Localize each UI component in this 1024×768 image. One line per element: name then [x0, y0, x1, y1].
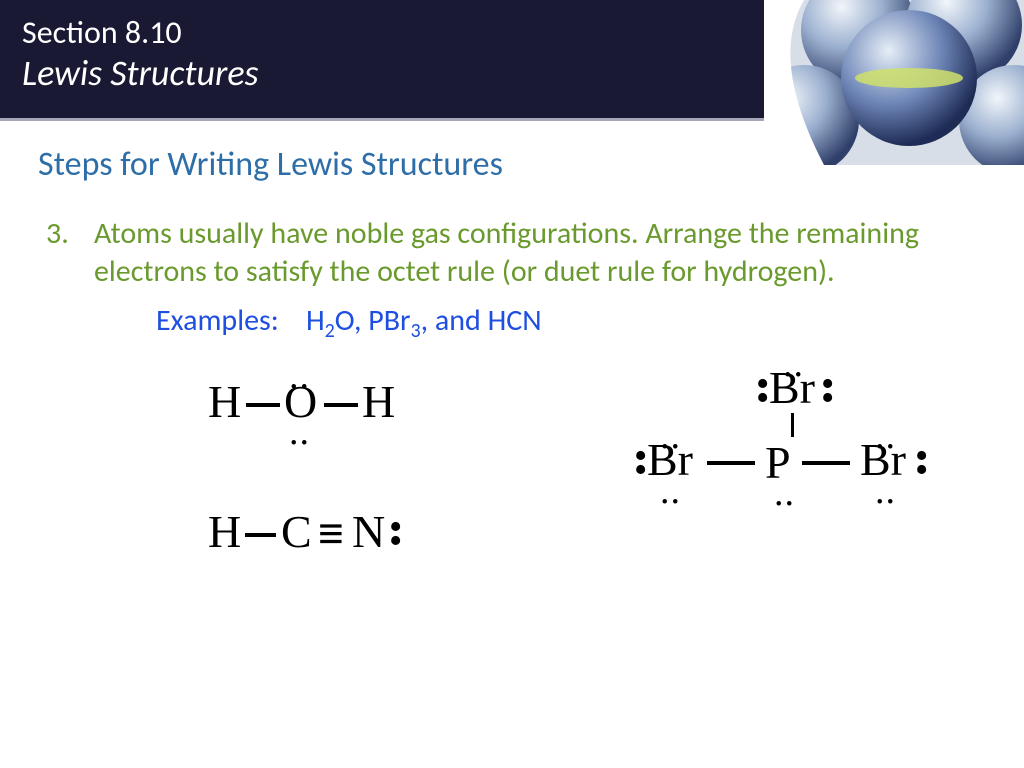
single-bond: [791, 413, 794, 437]
single-bond: [707, 461, 755, 465]
atom-h: H: [208, 505, 241, 558]
lone-pair-dots: ..: [774, 474, 795, 512]
atom-h: H: [362, 375, 395, 428]
lone-pair-dots: ••: [821, 377, 834, 406]
lone-pair-dots: ••: [634, 449, 647, 478]
examples-line: Examples: H2O, PBr3, and HCN: [156, 302, 986, 343]
lone-pair-dots: ..: [660, 472, 681, 510]
atom-br: Br: [769, 361, 815, 414]
step-number: 3.: [46, 215, 94, 252]
single-bond: [324, 403, 358, 407]
examples-items: H2O, PBr3, and HCN: [306, 302, 542, 339]
lone-pair-dots: ..: [289, 413, 310, 451]
triple-bond: ≡: [318, 511, 343, 557]
single-bond: [246, 403, 280, 407]
lewis-structures-area: .. H O H .. H C ≡ N •• .. •• Br •• .. ••…: [38, 357, 986, 677]
decorative-spheres-graphic: [764, 0, 1024, 165]
atom-h: H: [208, 375, 241, 428]
lone-pair-dots: ••: [389, 520, 402, 549]
atom-c: C: [281, 505, 312, 558]
step-item: 3. Atoms usually have noble gas configur…: [46, 215, 986, 292]
atom-n: N: [352, 505, 385, 558]
slide-content: Steps for Writing Lewis Structures 3. At…: [0, 118, 1024, 677]
lone-pair-dots: ••: [915, 449, 928, 478]
lone-pair-dots: ••: [756, 377, 769, 406]
single-bond: [245, 533, 276, 537]
examples-label: Examples:: [156, 302, 279, 339]
step-text: Atoms usually have noble gas configurati…: [94, 215, 986, 292]
single-bond: [802, 461, 850, 465]
lone-pair-dots: ..: [875, 472, 896, 510]
